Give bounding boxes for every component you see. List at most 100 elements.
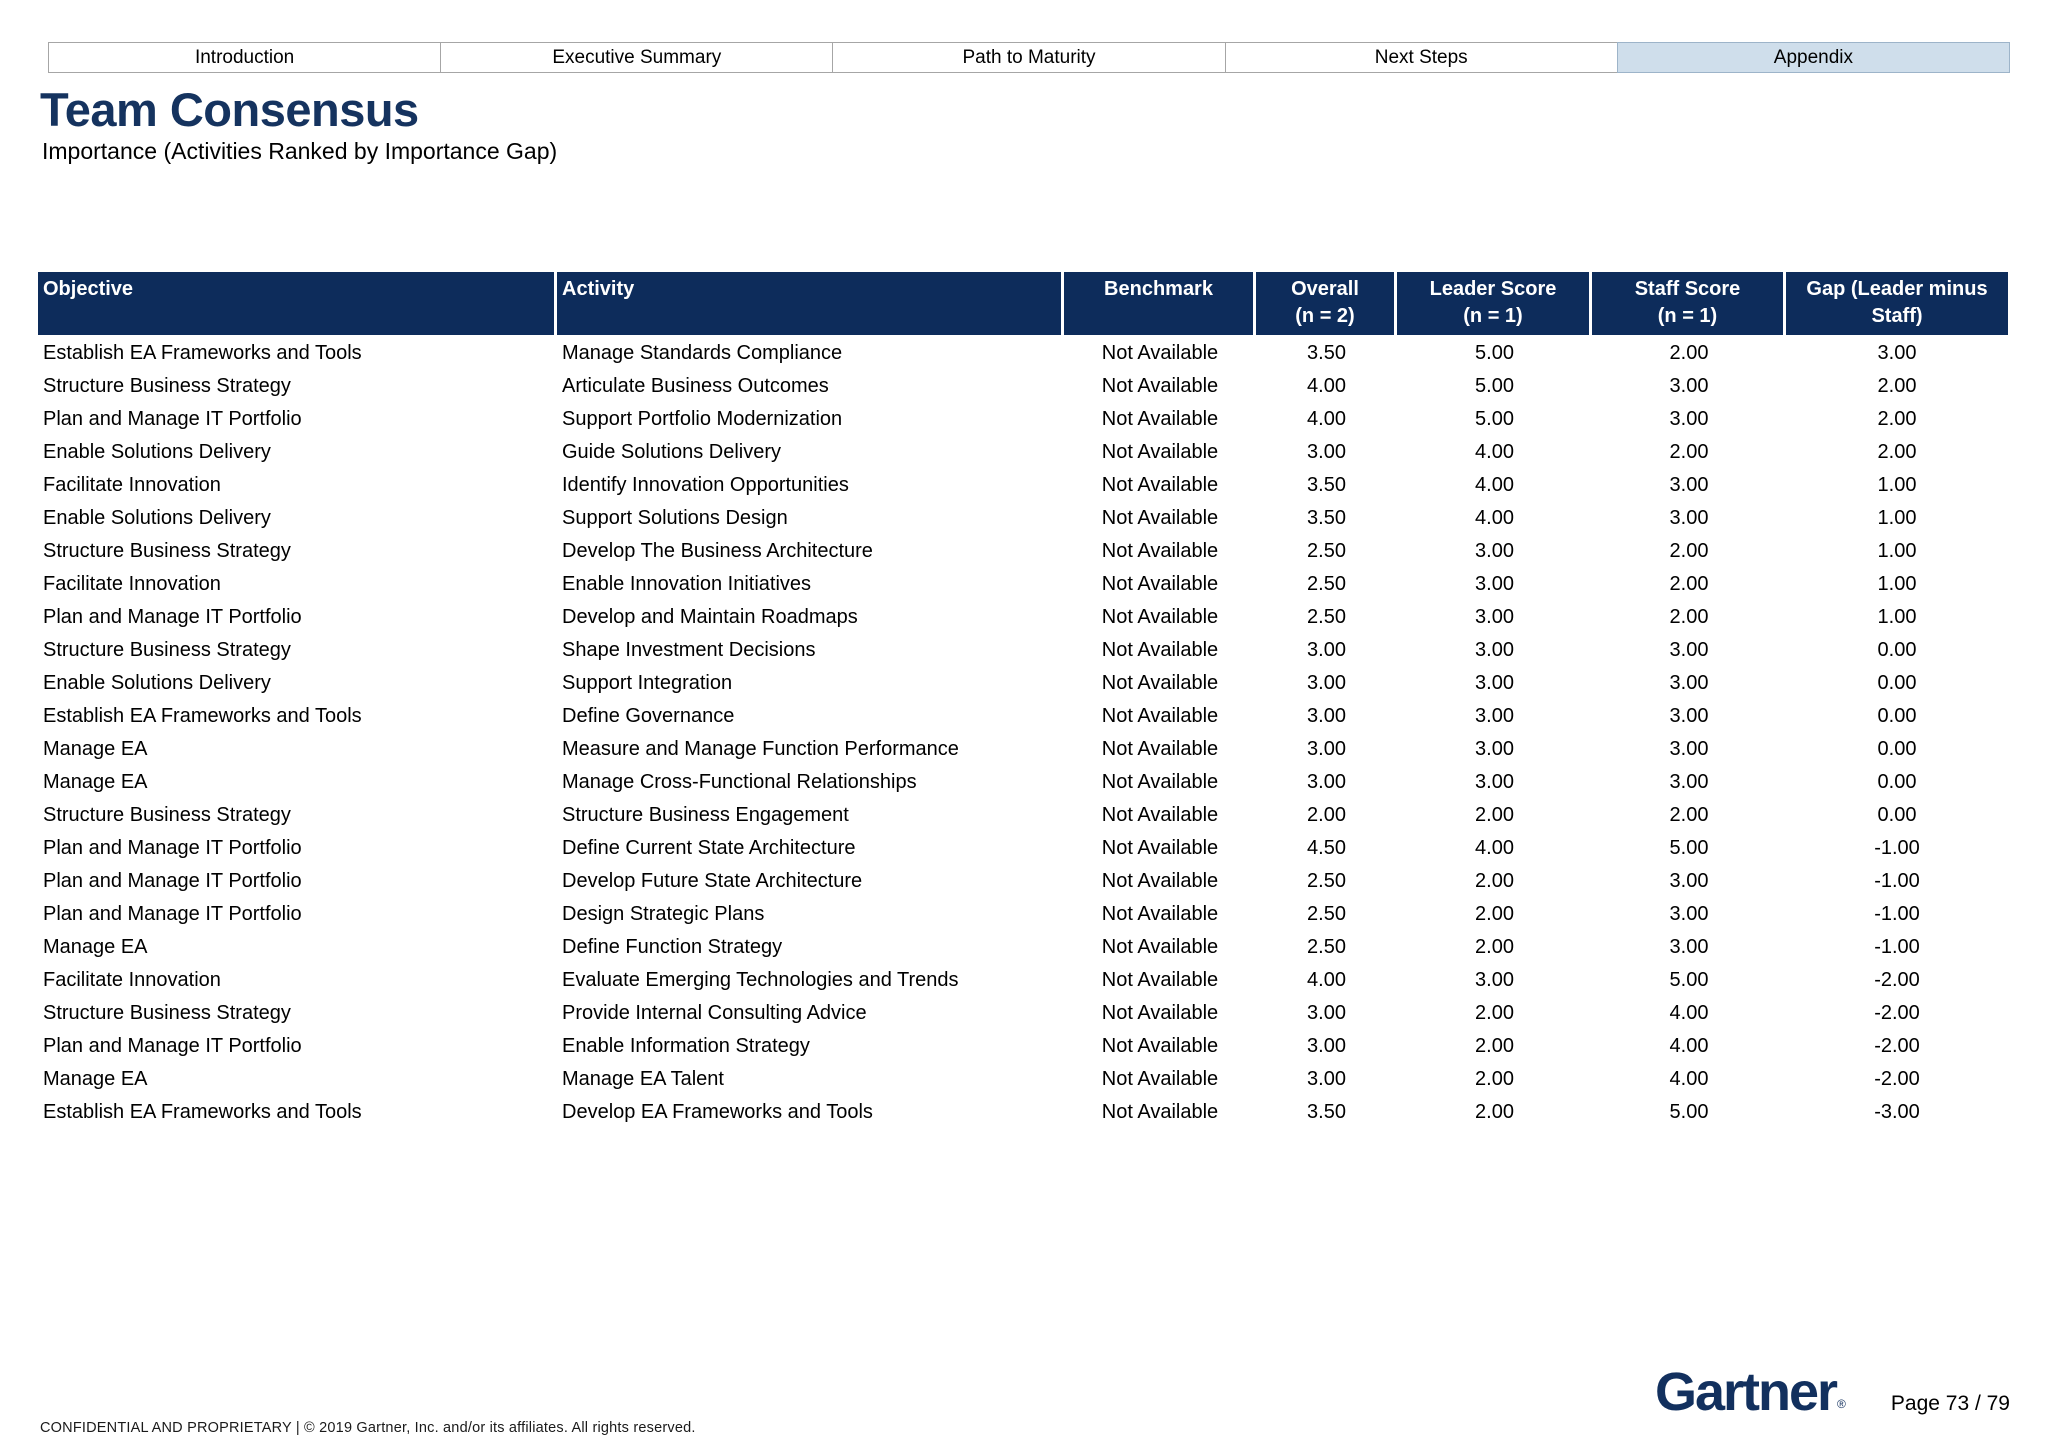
cell-objective: Facilitate Innovation — [43, 573, 221, 595]
consensus-table: Objective Activity Benchmark Overall (n = 2)… — [38, 272, 2008, 1129]
cell-leader-score: 2.00 — [1475, 1035, 1514, 1057]
cell-staff-score: 3.00 — [1669, 705, 1709, 727]
cell-objective: Plan and Manage IT Portfolio — [43, 606, 302, 628]
cell-gap: 3.00 — [1877, 342, 1917, 364]
table-row: Plan and Manage IT Portfolio Develop and … — [38, 601, 2008, 634]
cell-benchmark: Not Available — [1101, 771, 1219, 793]
cell-activity: Support Portfolio Modernization — [562, 408, 843, 430]
cell-activity: Guide Solutions Delivery — [562, 441, 781, 463]
cell-gap: -2.00 — [1874, 1002, 1920, 1024]
cell-activity: Design Strategic Plans — [562, 903, 765, 925]
cell-leader-score: 2.00 — [1475, 903, 1514, 925]
cell-gap: -1.00 — [1874, 903, 1920, 925]
cell-leader-score: 4.00 — [1475, 837, 1514, 859]
cell-objective: Enable Solutions Delivery — [43, 672, 271, 694]
cell-gap: -2.00 — [1874, 1068, 1920, 1090]
cell-gap: 1.00 — [1877, 507, 1917, 529]
registered-mark: ® — [1837, 1397, 1846, 1411]
cell-objective: Manage EA — [43, 936, 148, 958]
cell-benchmark: Not Available — [1101, 507, 1219, 529]
table-row: Plan and Manage IT Portfolio Design Strat… — [38, 898, 2008, 931]
cell-activity: Evaluate Emerging Technologies and Trend… — [562, 969, 959, 991]
cell-overall: 3.00 — [1307, 1068, 1346, 1090]
table-row: Structure Business Strategy Structure Bus… — [38, 799, 2008, 832]
cell-overall: 3.00 — [1307, 672, 1346, 694]
cell-overall: 3.50 — [1307, 1101, 1346, 1123]
cell-benchmark: Not Available — [1101, 738, 1219, 760]
cell-overall: 3.00 — [1307, 771, 1346, 793]
cell-overall: 2.50 — [1307, 870, 1346, 892]
cell-overall: 3.00 — [1307, 441, 1346, 463]
cell-overall: 2.50 — [1307, 936, 1346, 958]
tab-next-steps[interactable]: Next Steps — [1224, 42, 1617, 73]
tab-appendix[interactable]: Appendix — [1616, 42, 2011, 73]
table-row: Manage EA Define Function Strategy Not Ava… — [38, 931, 2008, 964]
cell-activity: Define Governance — [562, 705, 735, 727]
cell-overall: 2.50 — [1307, 903, 1346, 925]
tab-introduction[interactable]: Introduction — [48, 42, 441, 73]
cell-activity: Define Function Strategy — [562, 936, 783, 958]
cell-staff-score: 4.00 — [1669, 1002, 1709, 1024]
column-header-staff-score: Staff Score (n = 1) — [1592, 272, 1786, 335]
cell-activity: Enable Innovation Initiatives — [562, 573, 812, 595]
tab-executive-summary[interactable]: Executive Summary — [440, 42, 833, 73]
cell-gap: 0.00 — [1877, 771, 1917, 793]
table-row: Manage EA Manage EA Talent Not Available 3.… — [38, 1063, 2008, 1096]
cell-activity: Support Solutions Design — [562, 507, 788, 529]
cell-staff-score: 3.00 — [1669, 771, 1709, 793]
cell-staff-score: 2.00 — [1669, 606, 1709, 628]
cell-activity: Manage EA Talent — [562, 1068, 724, 1090]
cell-staff-score: 2.00 — [1669, 540, 1709, 562]
table-row: Enable Solutions Delivery Guide Solutions… — [38, 436, 2008, 469]
cell-gap: -2.00 — [1874, 969, 1920, 991]
table-row: Structure Business Strategy Articulate Bu… — [38, 370, 2008, 403]
cell-benchmark: Not Available — [1101, 1101, 1219, 1123]
cell-activity: Develop The Business Architecture — [562, 540, 873, 562]
cell-staff-score: 3.00 — [1669, 375, 1709, 397]
cell-activity: Develop and Maintain Roadmaps — [562, 606, 858, 628]
cell-benchmark: Not Available — [1101, 342, 1219, 364]
cell-objective: Manage EA — [43, 738, 148, 760]
cell-benchmark: Not Available — [1101, 969, 1219, 991]
cell-staff-score: 3.00 — [1669, 870, 1709, 892]
column-header-benchmark: Benchmark — [1064, 272, 1256, 335]
cell-objective: Plan and Manage IT Portfolio — [43, 870, 302, 892]
cell-objective: Establish EA Frameworks and Tools — [43, 1101, 362, 1123]
cell-benchmark: Not Available — [1101, 1035, 1219, 1057]
cell-objective: Structure Business Strategy — [43, 1002, 291, 1024]
cell-gap: 2.00 — [1877, 408, 1917, 430]
cell-overall: 4.00 — [1307, 408, 1346, 430]
cell-leader-score: 3.00 — [1475, 672, 1514, 694]
cell-gap: 1.00 — [1877, 540, 1917, 562]
cell-gap: 2.00 — [1877, 441, 1917, 463]
cell-staff-score: 2.00 — [1669, 441, 1709, 463]
cell-overall: 3.00 — [1307, 738, 1346, 760]
cell-staff-score: 2.00 — [1669, 573, 1709, 595]
cell-gap: 0.00 — [1877, 738, 1917, 760]
tab-path-to-maturity[interactable]: Path to Maturity — [832, 42, 1225, 73]
table-row: Plan and Manage IT Portfolio Support Port… — [38, 403, 2008, 436]
cell-objective: Plan and Manage IT Portfolio — [43, 408, 302, 430]
table-row: Establish EA Frameworks and Tools Define … — [38, 700, 2008, 733]
cell-benchmark: Not Available — [1101, 1002, 1219, 1024]
cell-gap: 0.00 — [1877, 804, 1917, 826]
cell-gap: 0.00 — [1877, 672, 1917, 694]
cell-objective: Plan and Manage IT Portfolio — [43, 837, 302, 859]
table-row: Establish EA Frameworks and Tools Develop… — [38, 1096, 2008, 1129]
cell-benchmark: Not Available — [1101, 870, 1219, 892]
cell-leader-score: 4.00 — [1475, 507, 1514, 529]
cell-activity: Manage Cross-Functional Relationships — [562, 771, 917, 793]
cell-gap: 1.00 — [1877, 606, 1917, 628]
cell-overall: 4.00 — [1307, 375, 1346, 397]
cell-activity: Shape Investment Decisions — [562, 639, 816, 661]
table-row: Structure Business Strategy Provide Inter… — [38, 997, 2008, 1030]
cell-overall: 3.00 — [1307, 1035, 1346, 1057]
cell-staff-score: 3.00 — [1669, 639, 1709, 661]
cell-objective: Enable Solutions Delivery — [43, 507, 271, 529]
cell-gap: -1.00 — [1874, 870, 1920, 892]
cell-objective: Facilitate Innovation — [43, 474, 221, 496]
cell-leader-score: 5.00 — [1475, 375, 1514, 397]
cell-gap: -1.00 — [1874, 837, 1920, 859]
cell-leader-score: 2.00 — [1475, 1101, 1514, 1123]
cell-objective: Establish EA Frameworks and Tools — [43, 705, 362, 727]
